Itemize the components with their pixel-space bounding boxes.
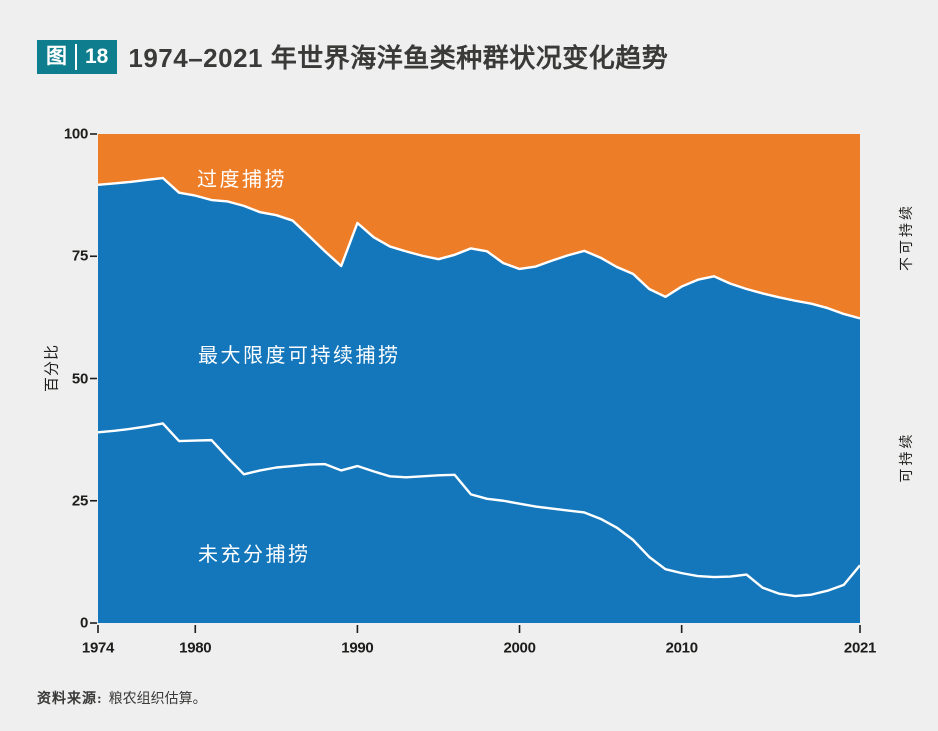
figure-header: 图 18 1974–2021 年世界海洋鱼类种群状况变化趋势 <box>37 38 668 75</box>
x-tick-1990: 1990 <box>341 639 374 657</box>
x-tick-2000: 2000 <box>503 639 536 657</box>
area-label-overfished: 过度捕捞 <box>197 169 287 191</box>
right-label-sustainable: 可持续 <box>898 431 914 483</box>
y-tick-25: 25 <box>71 492 88 510</box>
source-note: 资料来源: 粮农组织估算。 <box>37 688 207 708</box>
y-tick-100: 100 <box>63 125 88 143</box>
y-axis-title: 百分比 <box>43 343 61 393</box>
source-text: 粮农组织估算。 <box>108 692 207 707</box>
x-tick-2021: 2021 <box>843 639 877 657</box>
x-tick-1974: 1974 <box>81 639 115 657</box>
figure-badge-label: 图 <box>46 44 67 68</box>
y-tick-0: 0 <box>79 614 88 632</box>
source-label: 资料来源: <box>37 692 103 707</box>
figure-badge: 图 18 <box>37 39 118 74</box>
figure-title: 1974–2021 年世界海洋鱼类种群状况变化趋势 <box>128 43 669 73</box>
y-tick-50: 50 <box>71 370 88 387</box>
area-label-underfished: 未充分捕捞 <box>198 544 311 566</box>
plot-svg <box>90 133 861 633</box>
y-tick-75: 75 <box>71 247 88 265</box>
right-label-unsustainable: 不可持续 <box>898 203 914 271</box>
area-label-max-sustainable: 最大限度可持续捕捞 <box>198 345 401 367</box>
figure-badge-number: 18 <box>75 43 108 70</box>
x-tick-2010: 2010 <box>665 639 698 657</box>
x-tick-1980: 1980 <box>179 639 212 657</box>
